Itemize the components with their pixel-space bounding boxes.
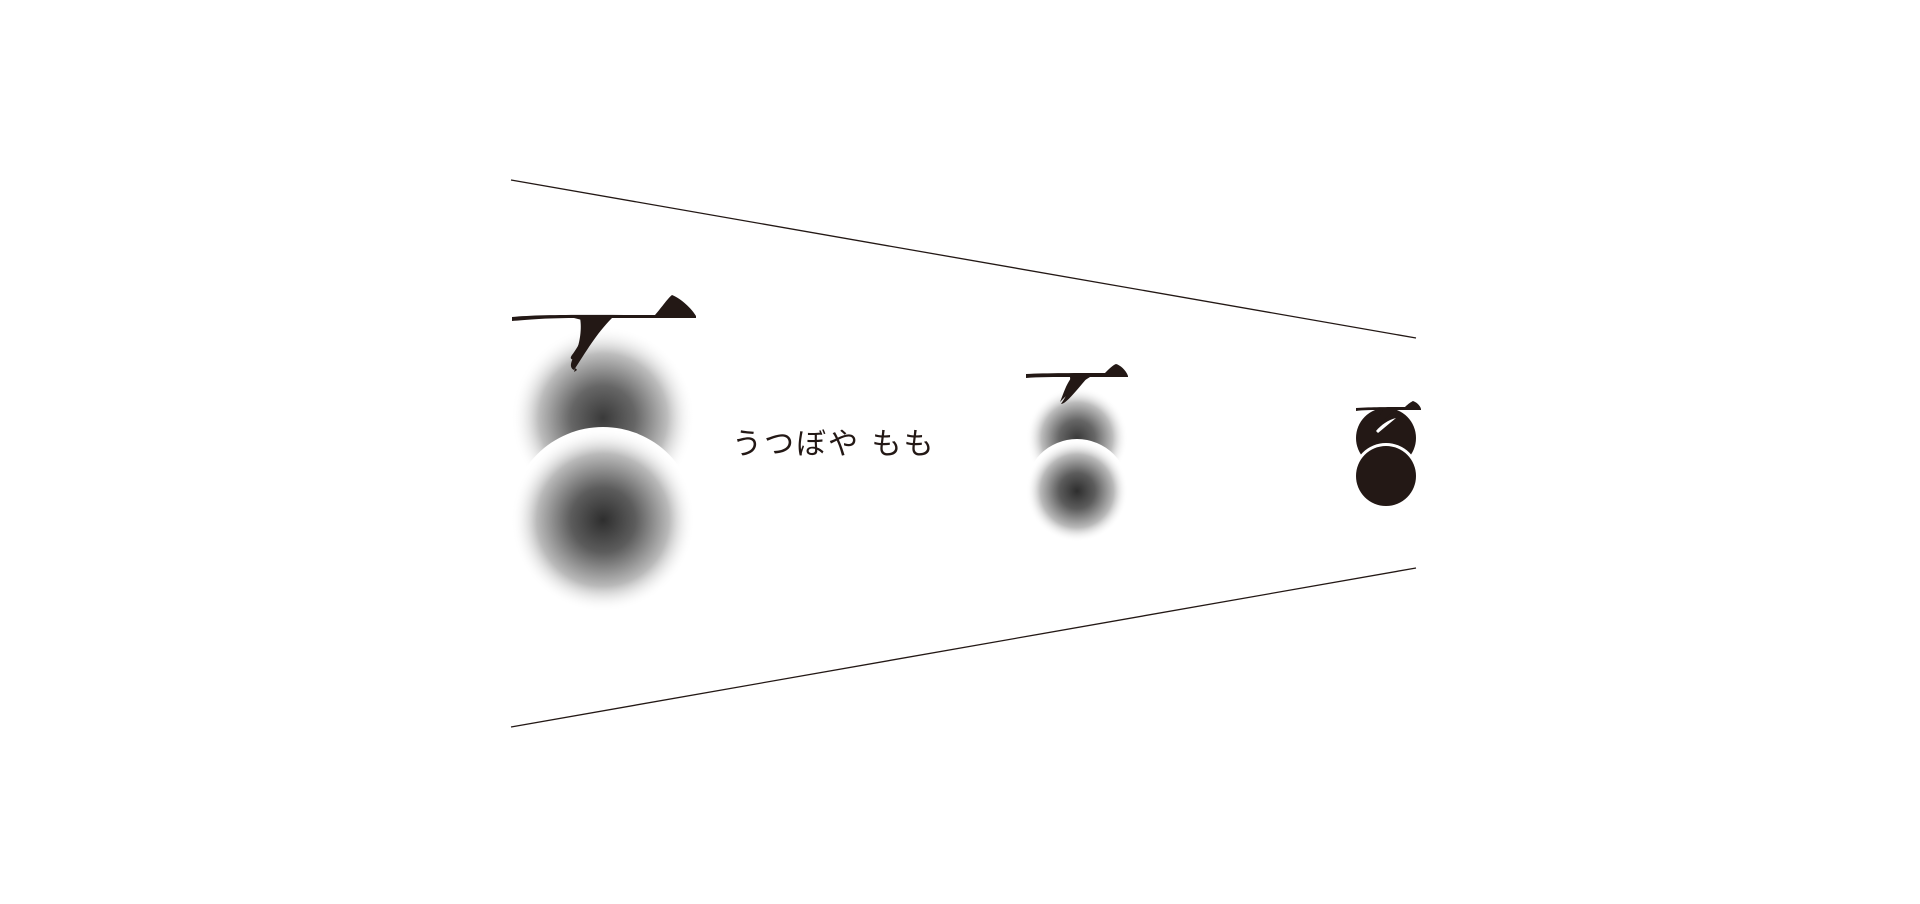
brand-name: うつぼや もも [732, 427, 936, 462]
large-peach-stem-icon [512, 295, 696, 372]
small-peach-lower-orb [1356, 446, 1416, 506]
medium-peach-stem-stroke-icon [1061, 377, 1088, 404]
small-peach-stem-icon [1356, 401, 1421, 430]
small-peach-stem-highlight [1376, 418, 1396, 433]
medium-peach-lower-orb [1026, 440, 1128, 542]
large-peach-mark [510, 295, 696, 613]
perspective-line-top [510, 179, 1417, 339]
large-peach-lower-orb [511, 428, 695, 612]
perspective-line-bottom [510, 567, 1417, 728]
small-peach-mark [1353, 401, 1421, 509]
large-peach-stem-stroke-icon [570, 318, 612, 370]
medium-peach-mark [1025, 364, 1129, 543]
